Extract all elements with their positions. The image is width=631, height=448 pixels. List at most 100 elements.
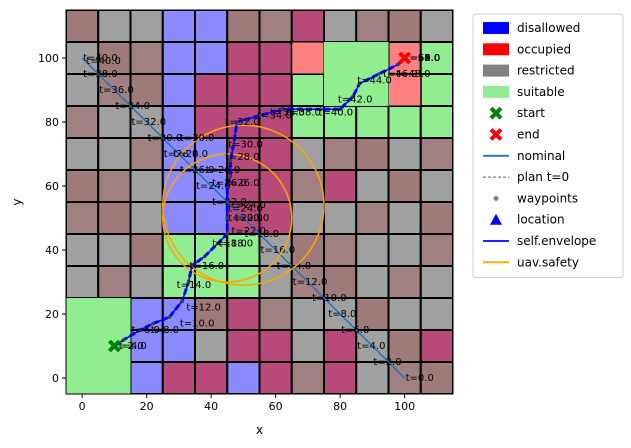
grid-cell — [258, 361, 293, 394]
safety-circle — [162, 124, 325, 286]
grid-cell — [323, 201, 358, 235]
grid-cell — [355, 201, 390, 235]
path-time-label: t=48.0 — [396, 69, 431, 80]
grid-cell — [129, 41, 164, 75]
path-time-label: t=24.0 — [231, 200, 266, 211]
nominal-time-label: t=4.0 — [357, 341, 385, 352]
grid-cell — [129, 201, 164, 235]
nominal-time-label: t=8.0 — [328, 309, 356, 320]
grid-cell — [290, 169, 325, 203]
path-time-label: t=24.0 — [228, 203, 263, 214]
grid-cell — [323, 137, 358, 171]
grid-cell — [258, 41, 293, 75]
legend-label: start — [517, 106, 545, 120]
grid-cell — [258, 137, 293, 171]
waypoint — [228, 174, 233, 179]
legend-swatch — [489, 128, 503, 141]
nominal-time-label: t=40.0 — [86, 56, 121, 67]
grid-cell — [129, 169, 164, 203]
grid-cell — [419, 233, 453, 267]
grid-cell — [419, 361, 453, 394]
grid-cell — [66, 105, 100, 139]
legend-label: disallowed — [517, 21, 580, 35]
x-axis-label: x — [256, 423, 263, 437]
legend-item-plan-t-0: plan t=0 — [483, 170, 569, 184]
grid-cell — [226, 41, 261, 75]
x-tick-label: 20 — [140, 400, 154, 413]
grid-cell — [97, 169, 132, 203]
legend-item-location: location — [490, 213, 565, 227]
end-marker — [398, 51, 412, 65]
grid-cell — [387, 233, 422, 267]
path-time-label: t=34.0 — [257, 111, 292, 122]
legend-label: nominal — [517, 149, 565, 163]
grid-cell — [161, 297, 196, 331]
grid-cell — [387, 265, 422, 299]
grid-cell — [258, 10, 293, 43]
waypoint — [225, 216, 230, 220]
grid-cell — [419, 105, 453, 139]
nominal-time-label: t=2.0 — [373, 357, 401, 368]
waypoint — [377, 72, 381, 76]
grid-cell — [387, 297, 422, 331]
y-tick-label: 0 — [52, 372, 59, 385]
grid-cell — [226, 361, 261, 394]
path-time-label: t=52.0 — [406, 53, 441, 64]
legend-label: waypoints — [517, 191, 578, 205]
legend-label: location — [517, 213, 565, 227]
grid-cell — [226, 73, 261, 107]
legend-label: restricted — [517, 64, 575, 78]
nominal-line — [81, 57, 406, 379]
nominal-time-label: t=14.0 — [277, 261, 312, 272]
grid-cell — [290, 329, 325, 363]
path-time-label: t=28.0 — [225, 152, 260, 163]
plan-path — [113, 56, 406, 348]
x-tick-label: 0 — [79, 400, 86, 413]
safety-circle — [162, 153, 293, 283]
grid-cell — [387, 105, 422, 139]
legend-item-restricted: restricted — [483, 64, 575, 78]
axes: 0 20 40 60 80 100 0 20 40 60 80 100 x y — [10, 9, 454, 437]
path-time-label: t=30.0 — [228, 139, 263, 150]
waypoint — [351, 94, 355, 99]
waypoint — [215, 241, 220, 246]
grid-cell — [290, 361, 325, 394]
nominal-time-label: t=18.0 — [244, 229, 279, 240]
legend-item-self-envelope: self.envelope — [483, 234, 596, 248]
grid-cell — [161, 201, 196, 235]
waypoint — [357, 81, 362, 86]
grid-cell — [66, 169, 100, 203]
y-tick-label: 100 — [38, 52, 59, 65]
plot-area: t=0.0t=2.0t=4.0t=6.0t=8.0t=10.0t=12.0t=1… — [66, 10, 453, 394]
x-tick-label: 40 — [204, 400, 218, 413]
legend-swatch — [490, 213, 502, 225]
y-tick-label: 20 — [45, 308, 59, 321]
grid-cell — [323, 233, 358, 267]
grid-cell — [290, 73, 325, 107]
path-time-label: t=26.0 — [225, 178, 260, 189]
waypoint — [257, 113, 262, 118]
grid-cell — [387, 10, 422, 43]
grid-cell — [194, 329, 229, 363]
waypoint — [167, 315, 171, 320]
grid-cell — [419, 10, 453, 43]
path-time-label: t=28.0 — [173, 149, 208, 160]
grid-cell — [226, 329, 261, 363]
grid-cell — [129, 73, 164, 107]
path-time-label: t=20.0 — [235, 213, 270, 224]
grid-cell — [355, 169, 390, 203]
path-time-label: t=44.0 — [357, 75, 392, 86]
nominal-time-label: t=32.0 — [132, 117, 167, 128]
path-time-label: t=4.0 — [119, 341, 147, 352]
path-time-label: t=58.0 — [406, 53, 441, 64]
legend-item-end: end — [489, 128, 540, 142]
waypoint — [299, 107, 304, 111]
legend-item-uav-safety: uav.safety — [483, 255, 579, 269]
grid-cell — [194, 10, 229, 43]
path-time-label: t=14.0 — [177, 280, 212, 291]
start-marker — [107, 339, 121, 353]
grid-cell — [419, 297, 453, 331]
nominal-time-label: t=24.0 — [196, 181, 231, 192]
grid-cell — [258, 73, 293, 107]
path-time-label: t=38.0 — [286, 107, 321, 118]
